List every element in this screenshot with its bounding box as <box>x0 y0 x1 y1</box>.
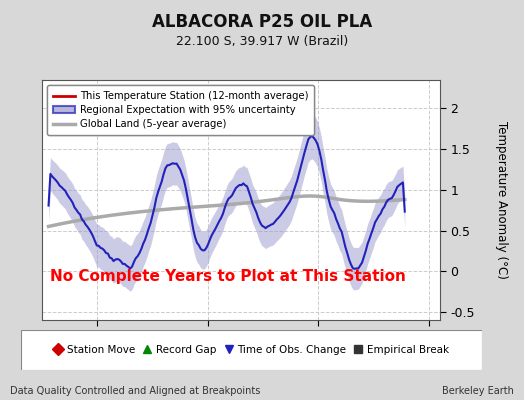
Text: Berkeley Earth: Berkeley Earth <box>442 386 514 396</box>
Text: No Complete Years to Plot at This Station: No Complete Years to Plot at This Statio… <box>50 269 406 284</box>
Legend: Station Move, Record Gap, Time of Obs. Change, Empirical Break: Station Move, Record Gap, Time of Obs. C… <box>51 342 452 358</box>
Y-axis label: Temperature Anomaly (°C): Temperature Anomaly (°C) <box>495 121 508 279</box>
Text: ALBACORA P25 OIL PLA: ALBACORA P25 OIL PLA <box>152 13 372 31</box>
FancyBboxPatch shape <box>21 330 482 370</box>
Legend: This Temperature Station (12-month average), Regional Expectation with 95% uncer: This Temperature Station (12-month avera… <box>47 85 314 135</box>
Text: Data Quality Controlled and Aligned at Breakpoints: Data Quality Controlled and Aligned at B… <box>10 386 261 396</box>
Text: 22.100 S, 39.917 W (Brazil): 22.100 S, 39.917 W (Brazil) <box>176 36 348 48</box>
